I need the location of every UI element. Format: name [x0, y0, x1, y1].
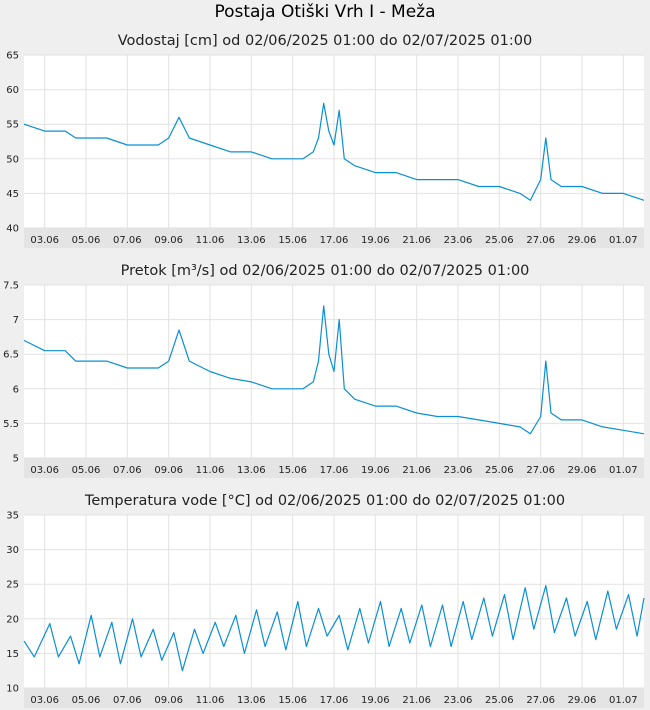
x-tick-label: 19.06: [361, 695, 390, 706]
series-line: [23, 305, 645, 435]
series-line: [23, 102, 645, 201]
x-tick-label: 21.06: [402, 465, 431, 476]
x-tick-label: 13.06: [237, 695, 266, 706]
y-tick-label: 65: [6, 51, 19, 62]
x-tick-label: 29.06: [568, 695, 597, 706]
chart-title: Vodostaj [cm] od 02/06/2025 01:00 do 02/…: [118, 33, 532, 49]
x-tick-label: 05.06: [72, 235, 101, 246]
x-tick-label: 17.06: [320, 695, 349, 706]
x-tick-label: 15.06: [278, 695, 307, 706]
y-tick-label: 7.5: [3, 281, 19, 292]
x-tick-label: 17.06: [320, 465, 349, 476]
x-tick-label: 27.06: [526, 465, 555, 476]
x-tick-label: 05.06: [72, 465, 101, 476]
x-tick-label: 21.06: [402, 235, 431, 246]
x-tick-label: 17.06: [320, 235, 349, 246]
chart-panel-2: Pretok [m³/s] od 02/06/2025 01:00 do 02/…: [3, 263, 645, 478]
y-tick-label: 45: [6, 189, 19, 200]
x-tick-label: 01.07: [609, 465, 638, 476]
x-tick-label: 25.06: [485, 235, 514, 246]
x-tick-label: 23.06: [444, 235, 473, 246]
x-tick-label: 29.06: [568, 465, 597, 476]
x-tick-label: 15.06: [278, 465, 307, 476]
y-tick-label: 30: [6, 545, 19, 556]
series-line: [23, 585, 645, 672]
y-tick-label: 5.5: [3, 419, 19, 430]
x-axis-band: [24, 228, 644, 248]
x-tick-label: 07.06: [113, 695, 142, 706]
y-tick-label: 10: [6, 684, 19, 695]
x-tick-label: 19.06: [361, 465, 390, 476]
chart-panel-1: Vodostaj [cm] od 02/06/2025 01:00 do 02/…: [6, 33, 645, 248]
y-tick-label: 6: [13, 384, 19, 395]
x-tick-label: 13.06: [237, 465, 266, 476]
x-tick-label: 25.06: [485, 465, 514, 476]
x-tick-label: 25.06: [485, 695, 514, 706]
x-tick-label: 29.06: [568, 235, 597, 246]
y-tick-label: 50: [6, 154, 19, 165]
x-tick-label: 03.06: [30, 465, 59, 476]
x-axis-band: [24, 458, 644, 478]
y-tick-label: 35: [6, 511, 19, 522]
y-tick-label: 6.5: [3, 350, 19, 361]
x-tick-label: 07.06: [113, 465, 142, 476]
y-tick-label: 60: [6, 85, 19, 96]
x-tick-label: 19.06: [361, 235, 390, 246]
x-tick-label: 09.06: [154, 695, 183, 706]
x-tick-label: 03.06: [30, 695, 59, 706]
y-tick-label: 55: [6, 120, 19, 131]
y-tick-label: 7: [13, 315, 19, 326]
y-tick-label: 5: [13, 454, 19, 465]
chart-title: Pretok [m³/s] od 02/06/2025 01:00 do 02/…: [121, 263, 530, 279]
x-axis-band: [24, 688, 644, 708]
y-tick-label: 20: [6, 614, 19, 625]
y-tick-label: 25: [6, 580, 19, 591]
x-tick-label: 15.06: [278, 235, 307, 246]
x-tick-label: 27.06: [526, 235, 555, 246]
page-title: Postaja Otiški Vrh I - Meža: [214, 2, 436, 22]
chart-title: Temperatura vode [°C] od 02/06/2025 01:0…: [84, 493, 565, 509]
y-tick-label: 15: [6, 649, 19, 660]
x-tick-label: 11.06: [196, 235, 225, 246]
x-tick-label: 23.06: [444, 465, 473, 476]
x-tick-label: 11.06: [196, 465, 225, 476]
x-tick-label: 03.06: [30, 235, 59, 246]
x-tick-label: 01.07: [609, 235, 638, 246]
chart-panel-3: Temperatura vode [°C] od 02/06/2025 01:0…: [6, 493, 645, 708]
y-tick-label: 40: [6, 224, 19, 235]
x-tick-label: 13.06: [237, 235, 266, 246]
x-tick-label: 23.06: [444, 695, 473, 706]
x-tick-label: 09.06: [154, 235, 183, 246]
x-tick-label: 09.06: [154, 465, 183, 476]
x-tick-label: 01.07: [609, 695, 638, 706]
x-tick-label: 07.06: [113, 235, 142, 246]
x-tick-label: 05.06: [72, 695, 101, 706]
x-tick-label: 27.06: [526, 695, 555, 706]
x-tick-label: 21.06: [402, 695, 431, 706]
x-tick-label: 11.06: [196, 695, 225, 706]
